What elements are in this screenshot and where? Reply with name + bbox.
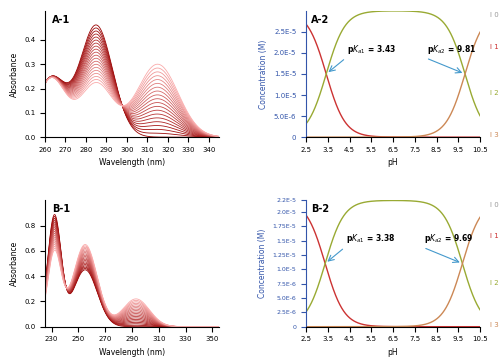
- Y-axis label: Concentration (M): Concentration (M): [259, 39, 268, 109]
- Text: A-2: A-2: [311, 15, 330, 24]
- Text: B-1: B-1: [52, 204, 70, 214]
- Text: B-2: B-2: [311, 204, 330, 214]
- Y-axis label: Absorbance: Absorbance: [10, 51, 18, 97]
- Text: p$K_{a1}$ = 3.43: p$K_{a1}$ = 3.43: [347, 43, 396, 56]
- Text: p$K_{a1}$ = 3.38: p$K_{a1}$ = 3.38: [346, 232, 396, 245]
- Y-axis label: Concentration (M): Concentration (M): [258, 229, 267, 298]
- X-axis label: pH: pH: [388, 348, 398, 357]
- Text: p$K_{a2}$ = 9.69: p$K_{a2}$ = 9.69: [424, 232, 474, 245]
- Y-axis label: Absorbance: Absorbance: [10, 241, 18, 286]
- X-axis label: Wavelength (nm): Wavelength (nm): [99, 158, 165, 167]
- X-axis label: pH: pH: [388, 158, 398, 167]
- X-axis label: Wavelength (nm): Wavelength (nm): [99, 348, 165, 357]
- Text: A-1: A-1: [52, 15, 70, 24]
- Text: p$K_{a2}$ = 9.81: p$K_{a2}$ = 9.81: [427, 43, 476, 56]
